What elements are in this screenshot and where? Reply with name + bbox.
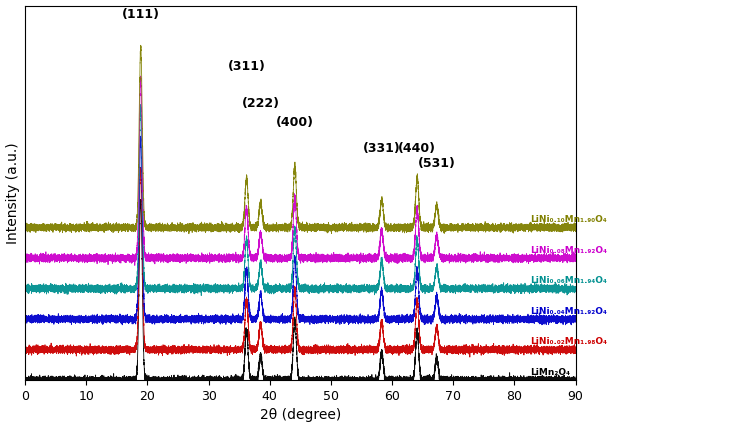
Text: (531): (531) — [418, 158, 455, 170]
Text: LiNi₀.₀₂Mn₁.₉₈O₄: LiNi₀.₀₂Mn₁.₉₈O₄ — [530, 337, 606, 346]
Text: LiNi₀.₀₄Mn₁.₉₂O₄: LiNi₀.₀₄Mn₁.₉₂O₄ — [530, 307, 606, 316]
Text: LiMn₂O₄: LiMn₂O₄ — [530, 368, 570, 377]
Text: (440): (440) — [398, 143, 436, 155]
Text: LiNi₀.₁₀Mn₁.₉₀O₄: LiNi₀.₁₀Mn₁.₉₀O₄ — [530, 215, 606, 224]
Text: (222): (222) — [242, 98, 280, 110]
Text: LiNi₀.₀₆Mn₁.₉₄O₄: LiNi₀.₀₆Mn₁.₉₄O₄ — [530, 276, 606, 285]
Text: LiNi₀.₀₈Mn₁.₉₂O₄: LiNi₀.₀₈Mn₁.₉₂O₄ — [530, 246, 606, 255]
Text: (111): (111) — [122, 8, 160, 21]
Text: (331): (331) — [363, 143, 400, 155]
Text: (311): (311) — [228, 60, 266, 73]
Y-axis label: Intensity (a.u.): Intensity (a.u.) — [5, 142, 19, 244]
X-axis label: 2θ (degree): 2θ (degree) — [260, 408, 341, 422]
Text: (400): (400) — [276, 116, 314, 129]
